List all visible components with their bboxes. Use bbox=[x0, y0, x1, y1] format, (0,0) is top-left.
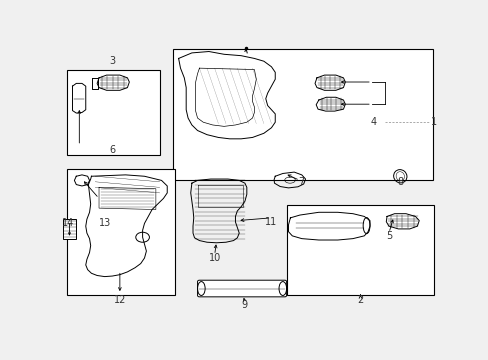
Text: 10: 10 bbox=[208, 253, 220, 263]
FancyBboxPatch shape bbox=[197, 280, 286, 297]
Text: 9: 9 bbox=[242, 300, 247, 310]
Text: 6: 6 bbox=[109, 145, 115, 155]
Bar bbox=[63, 219, 76, 239]
Text: 7: 7 bbox=[298, 177, 305, 187]
Bar bbox=[173, 49, 432, 180]
Text: 3: 3 bbox=[109, 56, 115, 66]
Text: 4: 4 bbox=[370, 117, 376, 127]
Text: 5: 5 bbox=[385, 231, 391, 241]
Text: 1: 1 bbox=[430, 117, 437, 127]
Text: 11: 11 bbox=[265, 217, 277, 227]
Bar bbox=[67, 169, 175, 296]
Bar bbox=[286, 205, 433, 296]
Text: 8: 8 bbox=[396, 177, 403, 187]
Text: 13: 13 bbox=[99, 219, 111, 228]
Text: 14: 14 bbox=[61, 219, 74, 228]
Bar bbox=[67, 69, 159, 156]
Text: 2: 2 bbox=[357, 294, 363, 305]
Text: 12: 12 bbox=[113, 294, 126, 305]
